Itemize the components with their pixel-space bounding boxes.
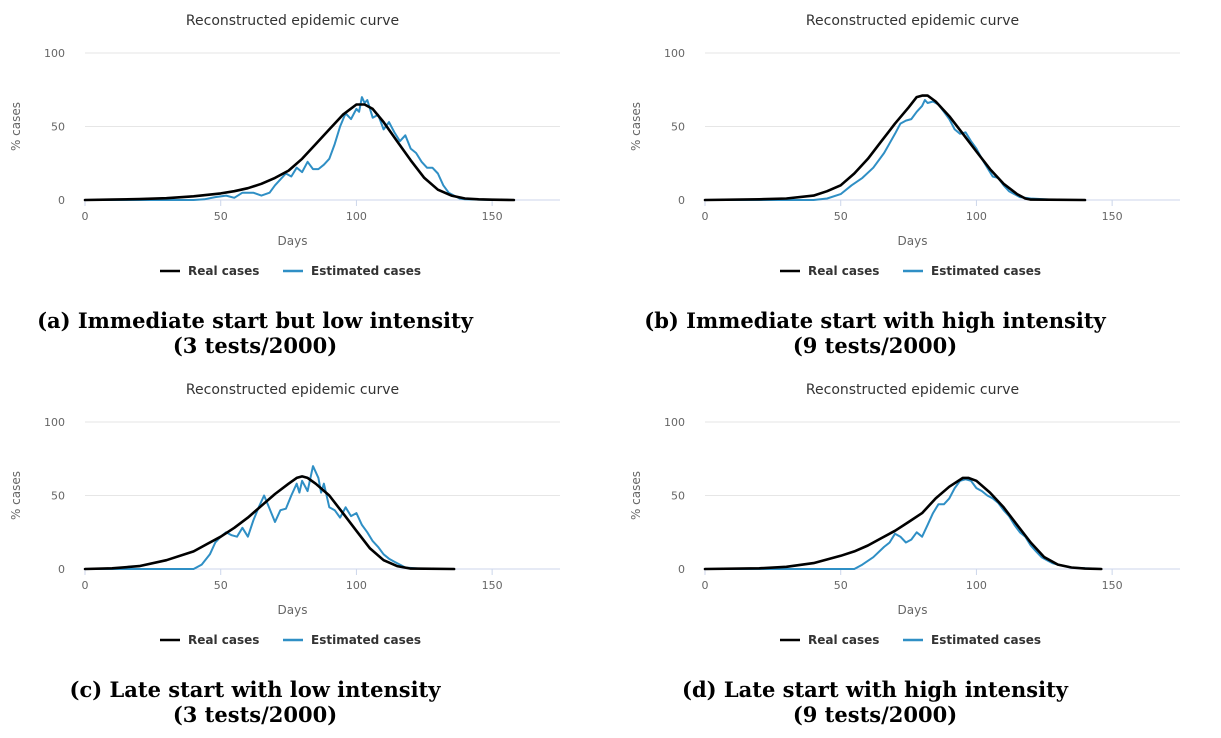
series-line-estimated [84,465,426,570]
caption-line-1: (a) Immediate start but low intensity [37,308,473,333]
x-axis-title: Days [278,234,308,248]
legend-item[interactable]: Real cases [188,633,259,647]
caption-line-1: (d) Late start with high intensity [682,677,1068,702]
x-tick-label: 0 [702,579,709,592]
x-tick-label: 150 [482,210,503,223]
series-line-real [703,476,1103,571]
figure-caption: (b) Immediate start with high intensity(… [585,308,1165,358]
x-tick-label: 150 [1102,579,1123,592]
y-tick-label: 50 [51,490,65,503]
x-axis-title: Days [278,603,308,617]
series-line-real [703,94,1087,202]
x-tick-label: 50 [834,579,848,592]
chart-title: Reconstructed epidemic curve [186,382,399,398]
x-tick-label: 100 [966,210,987,223]
figure-caption: (a) Immediate start but low intensity (3 … [0,308,545,358]
x-tick-label: 100 [346,210,367,223]
chart-svg: Reconstructed epidemic curve 0 50 100 0 50 100… [9,13,560,278]
y-tick-label: 50 [671,490,685,503]
y-tick-label: 100 [664,416,685,429]
x-tick-label: 0 [82,210,89,223]
x-tick-label: 100 [966,579,987,592]
legend-item[interactable]: Real cases [188,264,259,278]
y-axis-title: % cases [9,471,23,520]
y-tick-label: 0 [678,563,685,576]
x-tick-label: 100 [346,579,367,592]
chart-panel-b: Reconstructed epidemic curve 0 50 100 0 50 100… [620,0,1200,369]
figure-caption: (d) Late start with high intensity (9 tes… [585,677,1165,727]
chart-title: Reconstructed epidemic curve [806,13,1019,29]
y-axis-title: % cases [9,102,23,151]
legend-item[interactable]: Estimated cases [311,264,421,278]
y-tick-label: 50 [671,121,685,134]
x-tick-label: 150 [482,579,503,592]
y-tick-label: 0 [678,194,685,207]
chart-panel-a: Reconstructed epidemic curve 0 50 100 0 50 100… [0,0,580,369]
x-axis-title: Days [898,234,928,248]
legend-item[interactable]: Real cases [808,264,879,278]
chart-svg: Reconstructed epidemic curve 0 50 100 0 50 100… [9,382,560,647]
y-tick-label: 100 [664,47,685,60]
x-tick-label: 0 [702,210,709,223]
legend-item[interactable]: Estimated cases [931,264,1041,278]
y-tick-label: 100 [44,416,65,429]
legend-item[interactable]: Real cases [808,633,879,647]
y-tick-label: 100 [44,47,65,60]
caption-line-2: (3 tests/2000) [172,702,338,727]
chart-panel-d: Reconstructed epidemic curve 0 50 100 0 50 100… [620,369,1200,738]
series-line-estimated [84,96,494,201]
caption-line-2: (9 tests/2000) [792,702,958,727]
caption-line-2: (9 tests/2000) [792,333,958,358]
series-line-real [83,103,516,202]
series-line-real [83,475,456,571]
y-tick-label: 0 [58,563,65,576]
x-tick-label: 150 [1102,210,1123,223]
figure-caption: (c) Late start with low intensity (3 test… [0,677,545,727]
x-tick-label: 50 [834,210,848,223]
legend-item[interactable]: Estimated cases [311,633,421,647]
chart-panel-c: Reconstructed epidemic curve 0 50 100 0 50 100… [0,369,580,738]
y-tick-label: 50 [51,121,65,134]
y-axis-title: % cases [629,102,643,151]
x-tick-label: 50 [214,579,228,592]
y-axis-title: % cases [629,471,643,520]
x-tick-label: 0 [82,579,89,592]
legend-item[interactable]: Estimated cases [931,633,1041,647]
series-line-estimated [704,478,1100,570]
x-tick-label: 50 [214,210,228,223]
chart-title: Reconstructed epidemic curve [806,382,1019,398]
caption-line-2: (3 tests/2000) [172,333,338,358]
chart-svg: Reconstructed epidemic curve 0 50 100 0 50 100… [629,382,1180,647]
y-tick-label: 0 [58,194,65,207]
chart-svg: Reconstructed epidemic curve 0 50 100 0 50 100… [629,13,1180,278]
chart-title: Reconstructed epidemic curve [186,13,399,29]
x-axis-title: Days [898,603,928,617]
caption-line-1: (b) Immediate start with high intensity [644,308,1106,333]
caption-line-1: (c) Late start with low intensity [69,677,441,702]
